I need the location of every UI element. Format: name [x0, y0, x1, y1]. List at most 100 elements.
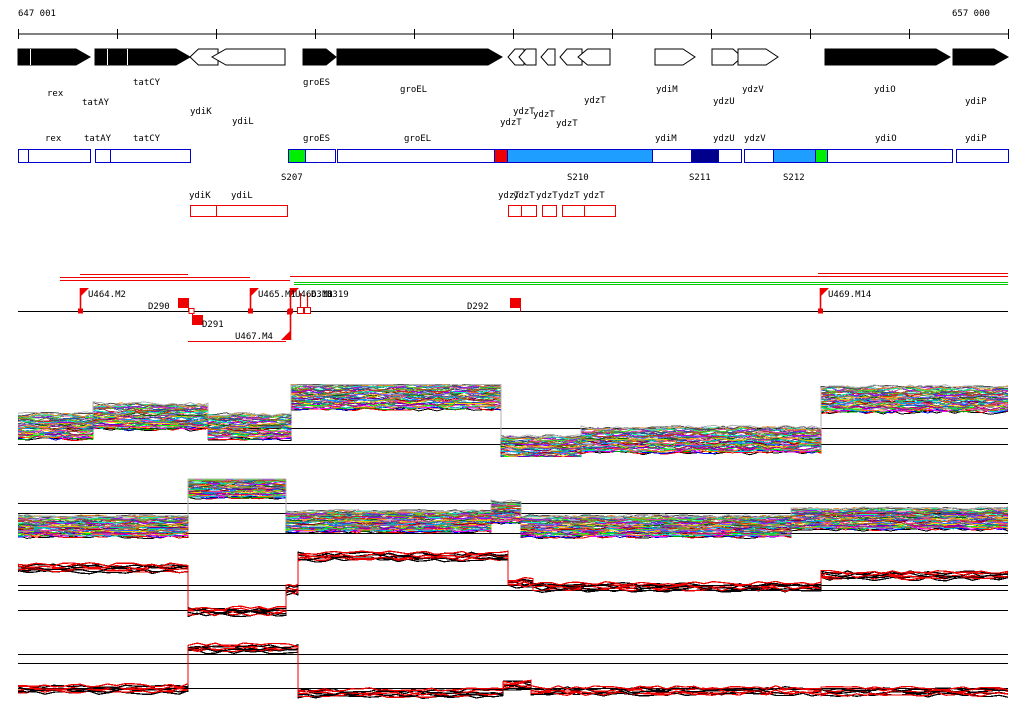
marker-node-D291 — [188, 308, 195, 314]
panel-1-trace-45 — [17, 478, 1009, 518]
marker-label-D318-6: D318 — [311, 290, 333, 300]
gene-box-under-label-S207: S207 — [281, 173, 303, 183]
marker-flag-U467.M4 — [281, 331, 290, 340]
panel-0-trace-45 — [17, 384, 1009, 439]
gene-arrow-label-groEL-6: groEL — [400, 85, 428, 95]
gene-arrow-label-ydiP-16: ydiP — [965, 97, 987, 107]
gene-box-red-label-ydzT-3: ydzT — [513, 191, 535, 201]
marker-node-D318 — [297, 307, 304, 314]
gene-arrow-ydiO — [824, 48, 952, 66]
gene-arrow-label-ydzT-7: ydzT — [500, 118, 522, 128]
gene-arrow-label-ydiM-12: ydiM — [656, 85, 678, 95]
gene-box-label-tatAY: tatAY — [84, 134, 112, 144]
gene-arrow-tatCY — [111, 48, 192, 66]
gene-box-red-label-ydiK-0: ydiK — [189, 191, 211, 201]
marker-foot-U466.M1 — [288, 308, 293, 314]
gene-arrow-label-ydzT-10: ydzT — [556, 119, 578, 129]
gene-box-ydzU — [718, 149, 742, 163]
marker-label-D291-2: D291 — [202, 320, 224, 330]
gene-box-groES — [305, 149, 336, 163]
gene-box-label-ydzV: ydzV — [744, 134, 766, 144]
marker-label-D319-7: D319 — [327, 290, 349, 300]
panel-3-trace-7 — [17, 642, 1009, 692]
gene-box-label-ydiP: ydiP — [965, 134, 987, 144]
gene-box-label-ydiO: ydiO — [875, 134, 897, 144]
marker-label-U466.M1-5: U466.M1 — [295, 290, 333, 300]
marker-track — [0, 265, 1024, 355]
marker-box-D292 — [510, 298, 521, 308]
gene-box-red-label-ydzT-5: ydzT — [558, 191, 580, 201]
gene-arrow-label-ydiK-3: ydiK — [190, 107, 212, 117]
gene-arrow-rex — [17, 48, 92, 66]
gene-arrow-label-ydzU-13: ydzU — [713, 97, 735, 107]
marker-label-D290-1: D290 — [148, 302, 170, 312]
marker-label-U465.M1-4: U465.M1 — [258, 290, 296, 300]
gene-box-red-ydzT-6 — [584, 205, 616, 217]
gene-box-track-red — [0, 202, 1024, 218]
gene-box-label-ydzU: ydzU — [713, 134, 735, 144]
panel-2-trace-7 — [17, 550, 1009, 611]
panel-0-trace-14 — [17, 398, 1009, 456]
gene-box-label-rex: rex — [45, 134, 62, 144]
gene-box-red-label-ydzT-4: ydzT — [536, 191, 558, 201]
marker-box-D291 — [192, 315, 203, 325]
gene-arrow-ydzT — [577, 48, 611, 66]
gene-arrow-label-ydiL-4: ydiL — [232, 117, 254, 127]
gene-box-red-label-ydiL-1: ydiL — [231, 191, 253, 201]
panel-0-trace-19 — [17, 396, 1009, 454]
marker-flag-U469.M14 — [820, 288, 829, 297]
panel-3-trace-2 — [17, 647, 1009, 698]
gene-box-red-label-ydzT-6: ydzT — [583, 191, 605, 201]
marker-label-U469.M14-9: U469.M14 — [828, 290, 872, 300]
gene-arrow-label-ydzT-8: ydzT — [513, 107, 535, 117]
gene-arrow-label-ydzV-14: ydzV — [742, 85, 764, 95]
gene-box-label-groES: groES — [303, 134, 331, 144]
gene-arrow-ydzT — [540, 48, 556, 66]
marker-label-U467.M4-3: U467.M4 — [235, 332, 273, 342]
gene-box-under-label-S211: S211 — [689, 173, 711, 183]
gene-box-red-ydzT-4 — [542, 205, 557, 217]
gene-arrow-ydiM — [654, 48, 696, 66]
gene-box-red-ydzT-3 — [521, 205, 537, 217]
panel-0-trace-44 — [17, 384, 1009, 439]
gene-box-ydiP — [956, 149, 1009, 163]
gene-box-label-ydiM: ydiM — [655, 134, 677, 144]
gene-box-under-label-S210: S210 — [567, 173, 589, 183]
gene-arrow-ydiK — [189, 48, 219, 66]
marker-foot-U465.M1 — [248, 308, 253, 314]
gene-arrow-label-tatCY-2: tatCY — [133, 78, 161, 88]
gene-box-rex — [28, 149, 91, 163]
coord-end-label: 657 000 — [952, 9, 990, 19]
gene-arrow-label-tatAY-1: tatAY — [82, 98, 110, 108]
gene-box-tatCY — [110, 149, 191, 163]
panel-0-trace-37 — [17, 385, 1009, 443]
marker-flag-U464.M2 — [80, 288, 89, 297]
gene-box-track-blue — [0, 145, 1024, 167]
gene-box-ydiO — [827, 149, 953, 163]
gene-arrow-track — [0, 45, 1024, 80]
gene-arrow-groES — [302, 48, 337, 66]
gene-box-red-label-ydzT-2: ydzT — [498, 191, 520, 201]
gene-arrow-ydzV — [737, 48, 779, 66]
marker-flag-U466.M1 — [290, 288, 299, 297]
marker-foot-U464.M2 — [78, 308, 83, 314]
gene-arrow-label-ydzT-11: ydzT — [584, 96, 606, 106]
gene-arrow-ydzT — [518, 48, 537, 66]
marker-flag-U465.M1 — [250, 288, 259, 297]
gene-arrow-label-ydiO-15: ydiO — [874, 85, 896, 95]
gene-arrow-ydiP — [952, 48, 1010, 66]
gene-arrow-label-rex-0: rex — [47, 89, 64, 99]
gene-arrow-ydiL — [210, 48, 286, 66]
marker-foot-U469.M14 — [818, 308, 823, 314]
marker-label-U464.M2-0: U464.M2 — [88, 290, 126, 300]
marker-node-D319 — [304, 307, 311, 314]
gene-box-red-ydiL-1 — [216, 205, 288, 217]
gene-box-label-tatCY: tatCY — [133, 134, 161, 144]
gene-arrow-groEL — [336, 48, 504, 66]
gene-arrow-label-ydzT-9: ydzT — [533, 110, 555, 120]
marker-box-D290 — [178, 298, 189, 308]
panel-2-trace-4 — [17, 553, 1009, 614]
panel-0-trace-33 — [17, 388, 1009, 446]
ruler-track — [0, 26, 1024, 42]
marker-label-D292-8: D292 — [467, 302, 489, 312]
